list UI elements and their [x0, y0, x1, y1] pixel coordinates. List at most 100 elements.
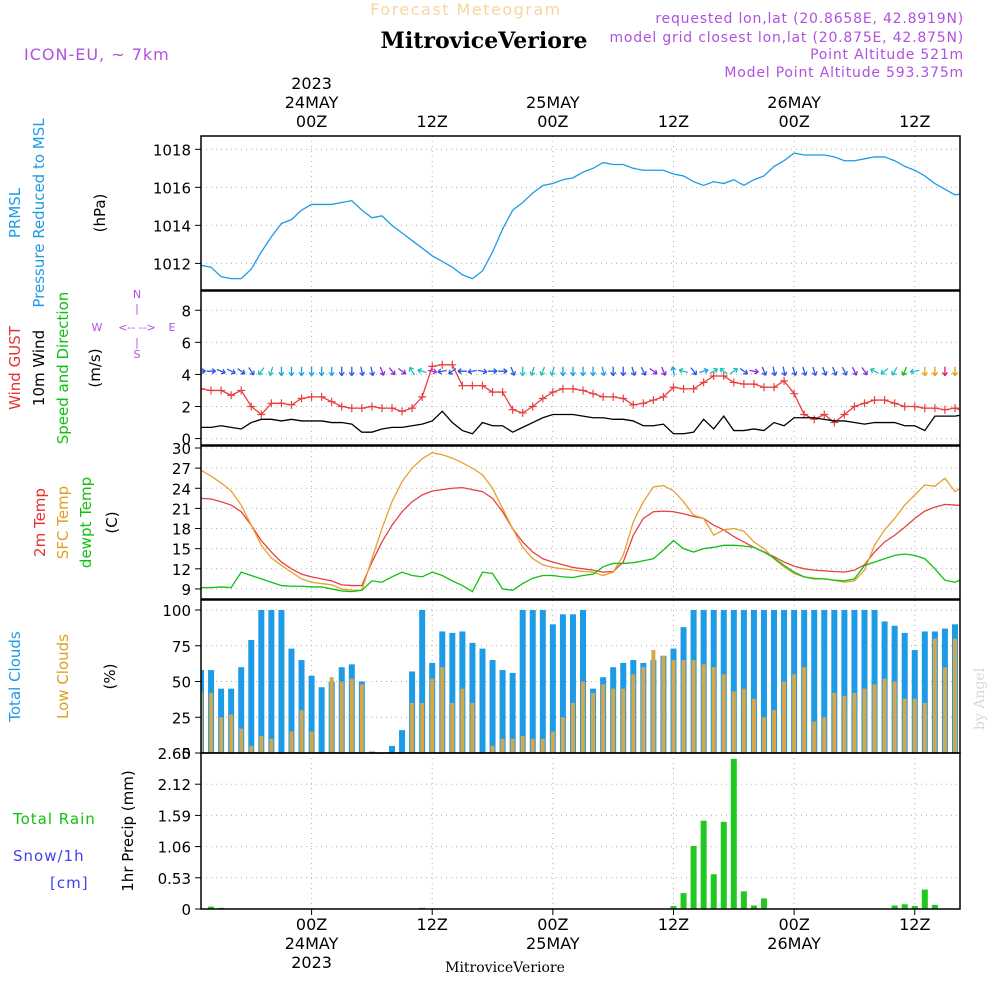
wind-arrow — [268, 366, 274, 377]
bar-Low Clouds — [651, 650, 656, 753]
bar-rain — [962, 907, 968, 909]
y-axis-label: Wind GUST — [6, 325, 24, 410]
bar-Low Clouds — [570, 702, 575, 753]
panel-frame — [200, 752, 961, 910]
bar-Low Clouds — [209, 692, 214, 753]
bar-Low Clouds — [661, 655, 666, 753]
bar-Low Clouds — [932, 638, 937, 753]
wind-arrow — [467, 368, 477, 375]
bar-Total Clouds — [750, 610, 757, 753]
bar-Low Clouds — [309, 731, 314, 753]
gust-marker — [770, 383, 779, 392]
wind-arrow — [739, 367, 749, 375]
bar-Low Clouds — [862, 688, 867, 753]
bar-Total Clouds — [308, 675, 315, 753]
bar-Low Clouds — [249, 745, 254, 753]
bar-rain — [670, 906, 677, 909]
precip-legend: Total Rain — [12, 810, 96, 828]
gust-marker — [850, 402, 859, 411]
series-line-gust — [201, 364, 960, 424]
y-tick-label: 21 — [172, 500, 191, 518]
bar-Total Clouds — [288, 648, 295, 753]
y-axis-label: 1hr Precip (mm) — [119, 770, 137, 891]
panel-wind: 0 2 4 6 8 Wind GUST 10m Wind Speed and Directio… — [6, 288, 979, 449]
gust-marker — [729, 378, 738, 387]
bar-Low Clouds — [761, 717, 766, 753]
gust-marker — [267, 399, 276, 408]
panel-pressure: 1012 1014 1016 1018 PRMSL Pressure Reduced to… — [6, 118, 961, 308]
bar-Total Clouds — [499, 670, 506, 753]
wind-arrow — [719, 367, 728, 375]
bar-Low Clouds — [721, 674, 726, 753]
bar-Total Clouds — [268, 610, 275, 753]
bar-Total Clouds — [449, 632, 456, 753]
bar-rain — [680, 893, 687, 909]
bar-Low Clouds — [490, 745, 495, 753]
gust-marker — [699, 378, 708, 387]
gust-marker — [428, 362, 437, 371]
gust-marker — [920, 404, 929, 413]
series-line-line — [201, 152, 960, 280]
bar-Total Clouds — [509, 672, 516, 753]
wind-arrow — [237, 368, 246, 375]
gust-marker — [961, 407, 969, 415]
wind-arrow — [338, 366, 345, 377]
bar-Total Clouds — [519, 610, 526, 753]
bar-Low Clouds — [711, 667, 716, 753]
wind-arrow — [579, 366, 587, 377]
bar-Low Clouds — [201, 691, 203, 753]
wind-arrow — [709, 367, 719, 375]
top-time-label: 26MAY — [767, 93, 821, 112]
wind-arrow — [559, 366, 566, 377]
y-axis-label: dewpt Temp — [77, 477, 95, 568]
bar-Low Clouds — [269, 738, 274, 753]
gust-marker — [388, 404, 397, 413]
wind-arrow — [699, 367, 709, 374]
bar-Low Clouds — [470, 702, 475, 753]
bar-Total Clouds — [479, 648, 486, 753]
bar-Low Clouds — [741, 688, 746, 753]
gust-marker — [257, 410, 266, 419]
wind-arrow — [510, 366, 516, 376]
wind-arrow — [620, 366, 627, 377]
top-time-label: 00Z — [778, 112, 809, 131]
gust-marker — [217, 386, 226, 395]
panel-clouds: 0 25 50 75 100 Total Clouds Low Clouds (%) — [6, 599, 961, 763]
wind-arrow — [781, 366, 788, 377]
gust-marker — [538, 394, 547, 403]
y-tick-label: 75 — [172, 638, 191, 656]
gust-marker — [548, 388, 557, 397]
gust-marker — [357, 404, 366, 413]
wind-arrow — [408, 366, 416, 376]
bar-rain — [720, 821, 727, 909]
bar-Low Clouds — [460, 688, 465, 753]
bar-Low Clouds — [219, 717, 224, 753]
wind-arrow — [298, 366, 305, 377]
bar-Low Clouds — [560, 717, 565, 753]
wind-arrow — [801, 366, 808, 377]
y-tick-label: 30 — [172, 440, 191, 458]
bar-Low Clouds — [912, 698, 917, 753]
y-tick-label: 4 — [181, 366, 191, 384]
wind-arrow — [529, 366, 536, 377]
bar-Total Clouds — [831, 610, 838, 753]
bar-rain — [690, 846, 697, 909]
compass-e: E — [169, 321, 176, 334]
bar-Low Clouds — [822, 717, 827, 753]
wind-arrow — [417, 367, 427, 374]
gust-marker — [971, 403, 979, 411]
y-axis-label: 10m Wind — [30, 330, 48, 406]
bar-rain — [208, 906, 215, 909]
top-time-label: 00Z — [537, 112, 568, 131]
compass-arrows: <-- --> — [118, 321, 156, 334]
gust-marker — [448, 360, 457, 369]
series-line-2m Temp — [201, 486, 960, 587]
y-axis-label: Speed and Direction — [54, 292, 72, 445]
y-tick-label: 24 — [172, 480, 191, 498]
wind-arrow — [851, 366, 858, 376]
wind-arrow — [640, 366, 647, 376]
bar-Low Clouds — [812, 721, 817, 753]
bar-Low Clouds — [872, 684, 877, 753]
